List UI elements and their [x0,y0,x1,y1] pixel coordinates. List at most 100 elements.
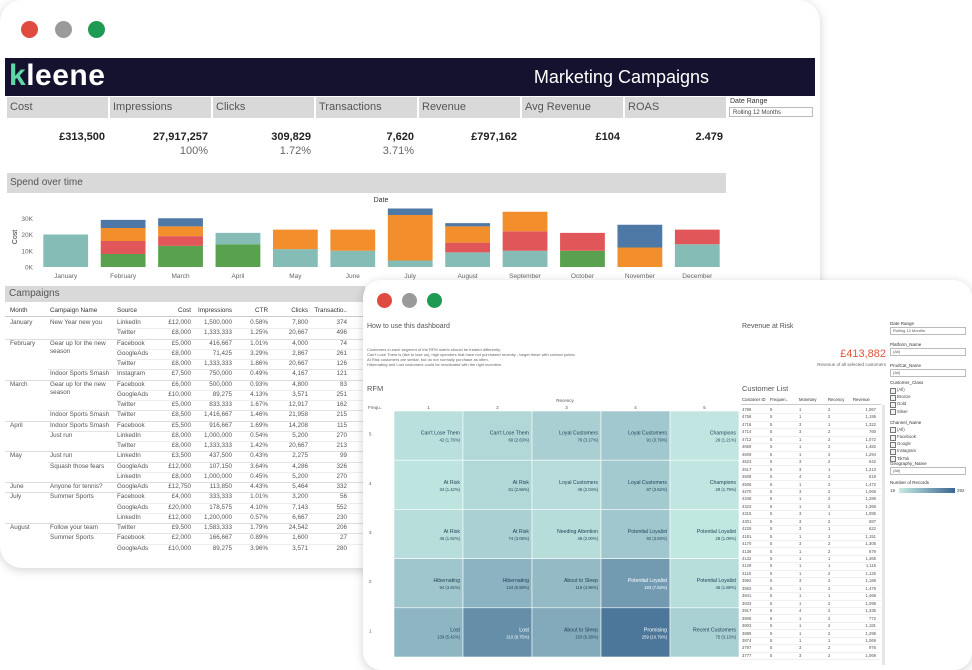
checkbox[interactable] [890,456,896,463]
table-cell: 4517 [742,466,752,472]
bar-segment [100,228,146,241]
header-bar: kleene Marketing Campaigns [5,58,815,96]
date-range-select[interactable]: Rolling 12 Months [729,107,813,117]
table-cell: 83 [339,380,347,388]
table-cell: 1 [799,630,802,636]
close-button[interactable] [21,21,38,38]
filter-select[interactable]: (All) [890,369,966,377]
table-cell: GoogleAds [117,544,149,552]
cell-value-label: 46 (1.92%) [440,536,461,541]
segment-label: Champions [710,431,737,437]
column-label: 2 [496,405,499,410]
checkbox[interactable] [890,394,896,401]
table-cell: 4669 [742,444,752,450]
table-cell: 56 [339,493,347,501]
table-cell: 1,115 [865,563,876,569]
cell-value-label: 87 (3.62%) [647,487,668,492]
segment-label: Hibernating [502,578,529,584]
table-cell: 5 [770,563,773,569]
cell-value-label: 76 (3.17%) [578,438,599,443]
filter-select[interactable]: (All) [890,467,966,475]
row-divider [741,621,881,623]
table-cell: Facebook [117,380,145,388]
column-header[interactable]: Customer ID [742,397,766,402]
header-rule [741,404,881,405]
column-header[interactable]: Revenue [853,397,870,402]
table-cell: 5 [770,436,773,442]
filter-select[interactable]: Rolling 12 Months [890,327,966,335]
checkbox[interactable] [890,441,896,448]
column-header[interactable]: Impressions [198,307,232,314]
column-header[interactable]: CTR [255,307,268,314]
cell-value-label: 130 (5.42%) [437,634,460,639]
table-cell: 4470 [742,488,752,494]
table-cell: 2 [828,451,831,457]
filter-label: Date Range [730,98,768,105]
x-axis-title: Date [374,197,389,204]
kpi-value: 7,620 [386,131,414,143]
column-header[interactable]: Monetary [799,397,817,402]
x-tick-label: August [458,273,478,280]
table-cell: 416,667 [209,339,232,347]
checkbox[interactable] [890,427,896,434]
minimize-button[interactable] [402,293,417,308]
table-cell: 3 [799,488,802,494]
maximize-button[interactable] [88,21,105,38]
filter-select[interactable]: (All) [890,348,966,356]
row-divider [741,443,881,445]
table-cell: 0.57% [250,513,268,521]
checkbox[interactable] [890,409,896,416]
column-header[interactable]: Cost [178,307,191,314]
bar-segment [272,229,318,250]
table-cell: 1,416,667 [203,411,232,419]
table-cell: 5 [770,608,773,614]
row-label: 5 [369,432,372,437]
bar-segment [158,236,203,246]
campaign-name: Indoor Sports Smash [50,370,110,378]
column-header[interactable]: Campaign Name [50,307,98,314]
table-cell: 5 [770,623,773,629]
table-cell: 21,958 [288,411,308,419]
column-header[interactable]: Frequen.. [770,397,788,402]
row-divider [741,599,881,601]
table-cell: 4 [799,474,802,480]
table-cell: 2 [828,570,831,576]
segment-label: Needing Attention [557,529,598,535]
table-cell: 2 [828,615,831,621]
table-cell: 1,466 [865,593,876,599]
checkbox[interactable] [890,434,896,441]
bar-segment [387,215,433,261]
row-divider [741,577,881,579]
column-header[interactable]: Source [117,307,137,314]
close-button[interactable] [377,293,392,308]
column-header[interactable]: Transactio.. [314,307,347,314]
checkbox[interactable] [890,401,896,408]
filter-label: Geography_Name [890,461,927,466]
table-cell: 4315 [742,511,752,517]
column-header[interactable]: Recency [828,397,845,402]
table-cell: 0.43% [250,452,268,460]
table-cell: 5 [770,474,773,480]
table-cell: 0.93% [250,380,268,388]
table-cell: 5 [770,615,773,621]
section-title: RFM [367,384,384,393]
heatmap-cell [600,509,671,559]
checkbox[interactable] [890,387,896,394]
spend-chart: Date Cost 0K 10K 20K 30K January February March A… [12,197,720,280]
table-cell: 833,333 [209,401,232,408]
row-divider [741,480,881,482]
campaign-name: Follow your team [50,524,98,531]
table-cell: 121 [336,370,347,378]
row-label: 3 [369,530,372,535]
segment-label: At Risk [444,480,461,486]
column-header[interactable]: Month [10,307,28,314]
minimize-button[interactable] [55,21,72,38]
table-cell: £10,000 [168,390,191,398]
kpi-value: £797,162 [471,131,517,143]
checkbox[interactable] [890,448,896,455]
maximize-button[interactable] [427,293,442,308]
column-header[interactable]: Clicks [291,307,308,314]
table-cell: 206 [336,524,347,531]
table-cell: 89,275 [212,544,232,552]
